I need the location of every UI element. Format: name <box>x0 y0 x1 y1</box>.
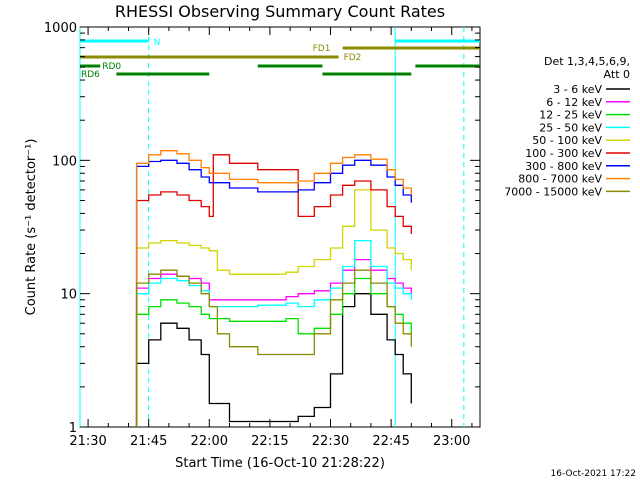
y-tick-label-1: 10 <box>60 288 77 303</box>
legend-label-8: 7000 - 15000 keV <box>504 185 602 198</box>
series-line-7 <box>135 150 412 427</box>
legend-label-7: 800 - 7000 keV <box>518 173 602 186</box>
series-line-4 <box>135 189 412 427</box>
x-tick-label-5: 22:45 <box>372 434 409 449</box>
state-bar-label-rd6: RD6 <box>81 70 100 80</box>
state-bar-label-rd0: RD0 <box>102 62 121 72</box>
y-axis: 1 10 100 1000 <box>44 21 480 436</box>
vertical-markers <box>79 27 465 427</box>
legend-label-1: 6 - 12 keV <box>546 96 602 109</box>
legend-label-3: 25 - 50 keV <box>539 121 602 134</box>
series-line-2 <box>135 277 412 427</box>
legend-header-1: Att 0 <box>604 68 630 81</box>
footer-date: 16-Oct-2021 17:22 <box>551 469 636 479</box>
state-bar-label-fd1: FD1 <box>313 44 331 54</box>
x-tick-label-4: 22:30 <box>312 434 349 449</box>
plot-frame <box>79 26 481 428</box>
y-tick-label-2: 100 <box>52 154 77 169</box>
x-tick-label-1: 21:45 <box>130 434 167 449</box>
y-tick-label-0: 1 <box>69 421 77 436</box>
x-axis-label: Start Time (16-Oct-10 21:28:22) <box>175 456 385 471</box>
series-line-8 <box>135 269 412 427</box>
y-tick-label-3: 1000 <box>44 21 77 36</box>
legend-label-2: 12 - 25 keV <box>539 109 602 122</box>
state-bar-label-n: N <box>154 38 161 48</box>
series-line-3 <box>135 239 412 427</box>
state-bar-label-fd2: FD2 <box>344 53 362 63</box>
x-tick-label-0: 21:30 <box>69 434 106 449</box>
y-axis-label: Count Rate (s⁻¹ detector⁻¹) <box>24 139 39 316</box>
legend-label-0: 3 - 6 keV <box>553 83 602 96</box>
legend-label-6: 300 - 800 keV <box>525 160 602 173</box>
series-line-1 <box>135 258 412 427</box>
series-line-0 <box>135 293 412 427</box>
series-line-5 <box>135 154 412 427</box>
series-lines <box>135 150 412 427</box>
series-line-6 <box>135 159 412 427</box>
x-tick-label-6: 23:00 <box>433 434 470 449</box>
legend-header-0: Det 1,3,4,5,6,9, <box>544 55 630 68</box>
x-axis: 21:30 21:45 22:00 22:15 22:30 22:45 23:00 <box>69 27 473 449</box>
x-tick-label-3: 22:15 <box>251 434 288 449</box>
legend-label-4: 50 - 100 keV <box>532 134 602 147</box>
chart-title: RHESSI Observing Summary Count Rates <box>115 2 445 21</box>
legend-label-5: 100 - 300 keV <box>525 147 602 160</box>
x-tick-label-2: 22:00 <box>191 434 228 449</box>
